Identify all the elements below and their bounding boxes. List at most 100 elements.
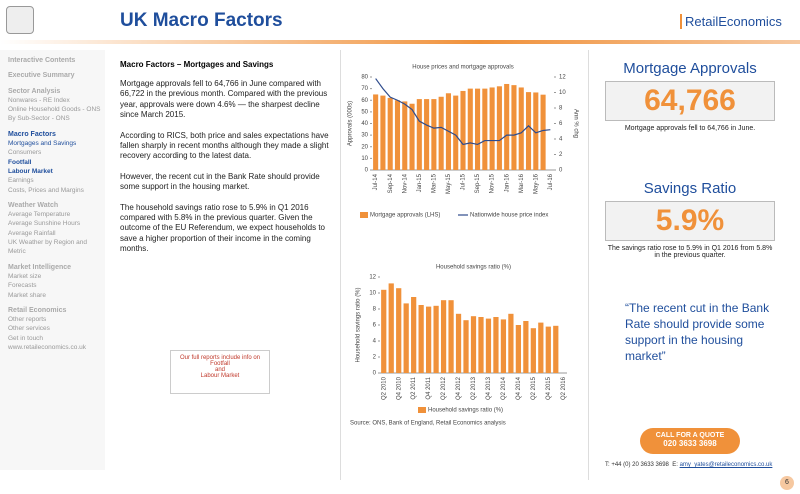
nav-item: Market share	[8, 291, 46, 299]
y2-tick-label: 4	[559, 137, 563, 143]
divider	[588, 50, 589, 480]
y-tick-label: 30	[361, 133, 368, 139]
page-title: UK Macro Factors	[120, 10, 283, 31]
y-tick-label: 2	[373, 355, 377, 361]
nav-section: Market Intelligence	[8, 263, 72, 271]
email-label: E:	[672, 462, 678, 468]
bar	[467, 88, 473, 170]
article: Macro Factors – Mortgages and Savings Mo…	[120, 60, 330, 265]
x-tick-label: May-15	[446, 173, 452, 194]
y2-tick-label: 0	[559, 168, 563, 174]
bar	[440, 300, 447, 373]
nav-item: Market size	[8, 272, 42, 280]
bar	[426, 306, 432, 373]
bar	[530, 328, 536, 373]
nav-section: Executive Summary	[8, 72, 75, 80]
email[interactable]: amy_yates@retaileconomics.co.uk	[679, 462, 773, 468]
chart-title: Household savings ratio (%)	[436, 265, 511, 271]
paragraph: However, the recent cut in the Bank Rate…	[120, 171, 320, 192]
kpi-title: Savings Ratio	[643, 180, 737, 197]
kpi-caption: Mortgage approvals fell to 64,766 in Jun…	[624, 125, 756, 132]
note-line: Our full reports include info on	[179, 355, 261, 361]
nav-section: Sector Analysis	[8, 87, 61, 95]
y-tick-label: 12	[369, 275, 376, 281]
y2-axis-label: Ann % chg	[572, 109, 578, 138]
x-tick-label: May-16	[533, 173, 539, 194]
paragraph: Mortgage approvals fell to 64,766 in Jun…	[120, 79, 328, 120]
bar	[411, 297, 417, 373]
header-rule	[0, 40, 800, 44]
bar	[433, 305, 439, 373]
x-tick-label: Q2 2012	[441, 376, 447, 400]
y2-tick-label: 8	[559, 106, 563, 112]
x-tick-label: Sep-15	[475, 173, 481, 193]
y-tick-label: 4	[373, 339, 377, 345]
nav-item: Footfall	[8, 158, 32, 166]
x-tick-label: Q4 2010	[396, 376, 402, 400]
y-axis-label: Approvals (000s)	[348, 101, 354, 146]
kpi: Mortgage Approvals 64,766 Mortgage approva…	[605, 60, 775, 180]
x-tick-label: Q4 2014	[516, 376, 522, 400]
sidebar: Interactive Contents Executive Summary Sec…	[0, 50, 105, 470]
x-tick-label: Nov-14	[402, 173, 408, 193]
x-tick-label: Nov-15	[490, 173, 496, 193]
x-tick-label: Jan-16	[504, 173, 510, 192]
source: Source: ONS, Bank of England, Retail Eco…	[350, 421, 506, 427]
bar	[409, 103, 415, 170]
page-number: 6	[780, 476, 794, 490]
nav-item: Other reports	[8, 316, 47, 324]
bar	[418, 305, 424, 373]
y-tick-label: 0	[373, 371, 377, 377]
nav-item: Average Rainfall	[8, 229, 56, 237]
bar	[381, 289, 387, 373]
bar	[478, 317, 484, 373]
kpi: Savings Ratio 5.9% The savings ratio rose …	[605, 180, 775, 300]
y-tick-label: 70	[361, 86, 368, 92]
y-tick-label: 6	[373, 323, 377, 329]
y2-tick-label: 12	[559, 75, 566, 81]
kpi-caption: The savings ratio rose to 5.9% in Q1 201…	[607, 245, 773, 259]
x-tick-label: Jan-15	[417, 173, 423, 192]
bar	[489, 87, 495, 170]
bar	[387, 97, 393, 170]
bar	[515, 325, 521, 373]
bar	[448, 300, 454, 373]
bar	[463, 320, 469, 373]
nav-item: Forecasts	[8, 282, 37, 290]
x-tick-label: Q2 2010	[381, 376, 387, 400]
y-tick-label: 10	[361, 156, 368, 162]
nav-item: Average Temperature	[8, 211, 71, 219]
x-tick-label: Mar-15	[431, 173, 437, 193]
nav-item: By Sub-Sector - ONS	[8, 115, 70, 123]
bar	[394, 100, 401, 170]
nav-item: Get in touch	[8, 334, 44, 342]
cta-button[interactable]: CALL FOR A QUOTE 020 3633 3698	[640, 428, 740, 454]
note-box: Our full reports include info on Footfall…	[170, 350, 270, 394]
y-tick-label: 80	[361, 75, 368, 81]
bar	[470, 316, 477, 373]
bar	[402, 101, 408, 170]
brand-logo: RetailEconomics	[680, 14, 782, 29]
chart-title: House prices and mortgage approvals	[412, 65, 513, 71]
legend-swatch	[418, 407, 426, 413]
bar	[416, 99, 422, 170]
bar	[424, 99, 430, 170]
x-tick-label: Mar-16	[519, 173, 525, 193]
legend-label: Household savings ratio (%)	[428, 408, 503, 414]
nav-item: Other services	[8, 325, 50, 333]
article-heading: Macro Factors – Mortgages and Savings	[120, 60, 274, 69]
bar	[453, 95, 459, 170]
y-tick-label: 10	[369, 291, 376, 297]
cta-label: CALL FOR A QUOTE	[655, 432, 725, 439]
bar	[553, 325, 559, 373]
bar	[475, 88, 481, 170]
bar	[403, 303, 409, 373]
nav-item: www.retaileconomics.co.uk	[8, 344, 87, 352]
bar	[485, 318, 492, 373]
y2-tick-label: 2	[559, 152, 563, 158]
x-tick-label: Jul-16	[548, 173, 554, 190]
y-tick-label: 60	[361, 98, 368, 104]
y2-tick-label: 10	[559, 90, 566, 96]
x-tick-label: Q4 2012	[456, 376, 462, 400]
kpi-value: 5.9%	[605, 201, 775, 241]
